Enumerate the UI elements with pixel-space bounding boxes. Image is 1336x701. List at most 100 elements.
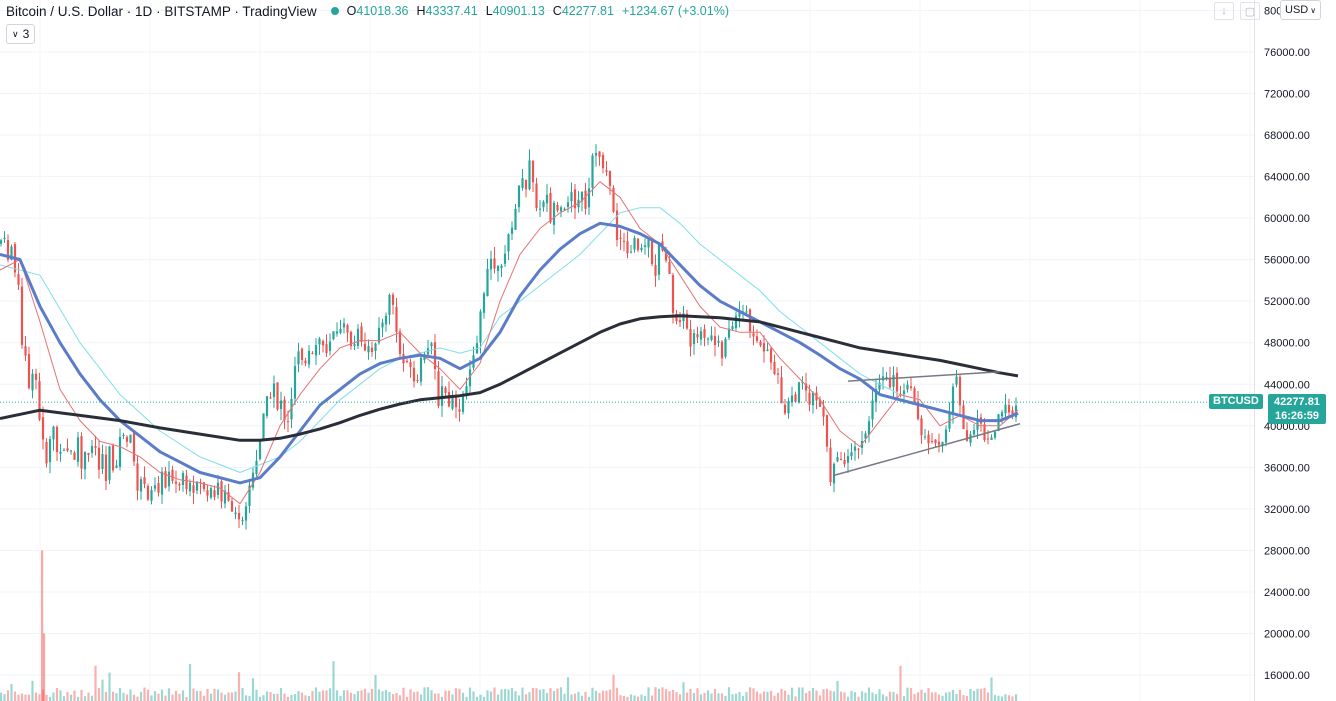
candle-body <box>727 328 731 338</box>
candle-body <box>538 208 542 210</box>
volume-bar <box>930 692 934 701</box>
candle-body <box>335 331 339 334</box>
candle-body <box>797 382 801 403</box>
volume-bar <box>101 679 104 701</box>
candle-body <box>69 450 73 452</box>
volume-bar <box>713 688 717 701</box>
candle-body <box>706 338 710 340</box>
volume-bar <box>62 696 66 701</box>
price-axis[interactable] <box>1254 0 1336 701</box>
interval-label: 1D <box>135 3 153 19</box>
candle-body <box>332 331 335 340</box>
volume-bar <box>370 688 374 701</box>
currency-select[interactable]: USD ∨ <box>1280 0 1322 20</box>
volume-bar <box>122 692 125 701</box>
candle-body <box>762 343 766 352</box>
volume-bar <box>279 688 283 701</box>
candle-body <box>930 440 934 442</box>
candle-body <box>678 320 682 323</box>
volume-bar <box>178 693 181 701</box>
volume-bar <box>990 677 993 701</box>
candle-body <box>272 383 276 398</box>
volume-bar <box>206 689 209 701</box>
volume-bar <box>962 695 965 701</box>
candle-body <box>45 441 48 464</box>
volume-bar <box>706 690 710 701</box>
volume-bar <box>297 691 300 701</box>
candle-body <box>97 447 101 470</box>
candle-body <box>398 331 402 355</box>
volume-bar <box>164 695 167 701</box>
candle-body <box>206 490 209 496</box>
candle-body <box>885 377 888 379</box>
y-tick-label: 48000.00 <box>1264 338 1310 350</box>
candle-body <box>395 306 398 332</box>
volume-bar <box>762 691 766 701</box>
candle-body <box>853 446 857 451</box>
volume-bar <box>682 682 685 701</box>
volume-bar <box>1004 694 1007 701</box>
candle-body <box>549 193 552 223</box>
candle-body <box>752 333 755 337</box>
last-price-value: 42277.81 <box>1274 396 1320 409</box>
candle-body <box>997 414 1000 431</box>
arrow-down-icon[interactable]: ↓ <box>1214 2 1234 20</box>
candle-body <box>664 248 668 261</box>
volume-bar <box>836 680 839 701</box>
volume-bar <box>703 692 706 701</box>
candle-body <box>493 258 496 269</box>
candle-body <box>3 237 6 239</box>
candle-body <box>650 241 654 264</box>
volume-bar <box>598 692 601 701</box>
candle-body <box>384 315 388 325</box>
volume-bar <box>643 695 647 701</box>
volume-bar <box>528 692 531 701</box>
candle-body <box>528 160 531 190</box>
candle-body <box>76 437 80 462</box>
volume-bar <box>136 696 139 701</box>
candle-body <box>328 341 332 351</box>
y-tick-label: 60000.00 <box>1264 213 1310 225</box>
volume-bar <box>430 690 433 701</box>
volume-bar <box>188 664 192 701</box>
candle-body <box>871 400 874 420</box>
candle-body <box>482 293 486 313</box>
symbol-name: Bitcoin / U.S. Dollar <box>6 3 124 19</box>
candle-body <box>643 245 647 248</box>
candle-body <box>668 262 671 274</box>
candle-body <box>720 341 724 359</box>
candle-body <box>573 189 577 209</box>
volume-bar <box>104 691 108 701</box>
volume-bar <box>412 692 416 701</box>
volume-bar <box>934 692 937 701</box>
volume-bar <box>608 689 612 701</box>
volume-bar <box>885 696 888 701</box>
volume-bar <box>671 689 675 701</box>
fullscreen-icon[interactable]: ▢ <box>1240 2 1260 20</box>
symbol-title[interactable]: Bitcoin / U.S. Dollar · 1D · BITSTAMP · … <box>6 3 317 19</box>
candle-body <box>801 381 804 383</box>
volume-bar <box>20 693 24 701</box>
candle-body <box>951 386 955 415</box>
candle-body <box>941 442 944 447</box>
candle-body <box>794 394 797 402</box>
candle-body <box>531 160 535 183</box>
y-tick-label: 72000.00 <box>1264 88 1310 100</box>
candle-body <box>178 483 181 486</box>
volume-bar <box>45 694 48 701</box>
candle-body <box>20 286 24 345</box>
volume-bar <box>720 693 724 701</box>
candle-body <box>710 335 713 340</box>
volume-bar <box>853 692 857 701</box>
candle-body <box>90 446 94 453</box>
volume-bar <box>755 691 759 701</box>
candle-body <box>374 343 377 352</box>
volume-bar <box>234 691 237 701</box>
volume-bar <box>132 694 136 701</box>
volume-bar <box>342 690 346 701</box>
volume-bar <box>587 696 591 701</box>
volume-bar <box>521 687 524 701</box>
candle-body <box>913 388 916 403</box>
indicators-toggle-button[interactable]: ∨ 3 <box>6 24 36 44</box>
